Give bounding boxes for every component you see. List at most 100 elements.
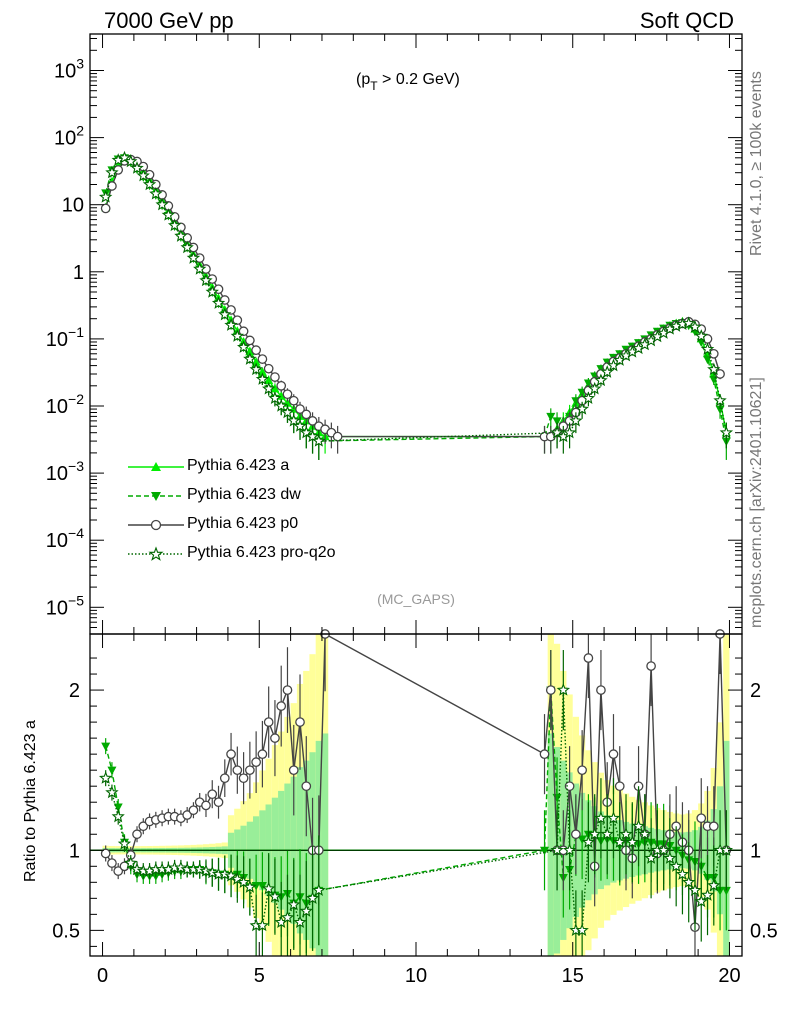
ratio-point bbox=[563, 843, 577, 856]
ratio-point bbox=[268, 889, 282, 903]
data-point bbox=[270, 372, 280, 382]
ratio-point bbox=[614, 781, 625, 792]
data-point bbox=[562, 425, 577, 439]
data-point bbox=[715, 369, 725, 379]
ratio-point bbox=[280, 910, 295, 924]
ratio-point bbox=[243, 880, 257, 893]
ratio-point bbox=[715, 886, 725, 896]
data-point bbox=[312, 434, 326, 447]
ratio-point bbox=[288, 765, 299, 776]
legend-item-dw: Pythia 6.423 dw bbox=[120, 485, 400, 514]
legend-symbol-pro-q2o bbox=[128, 546, 184, 561]
data-point bbox=[700, 342, 715, 355]
ratio-point bbox=[287, 897, 301, 911]
ratio-point bbox=[213, 797, 224, 808]
data-point bbox=[149, 186, 163, 200]
data-point bbox=[251, 357, 261, 366]
x-tick-label: 5 bbox=[254, 965, 265, 987]
legend-symbol-dw bbox=[128, 492, 184, 501]
data-point bbox=[550, 425, 564, 439]
ratio-point bbox=[596, 685, 606, 695]
ratio-point bbox=[301, 781, 312, 792]
ratio-point bbox=[587, 827, 602, 840]
data-point bbox=[261, 381, 276, 395]
data-point bbox=[263, 363, 274, 374]
ratio-point bbox=[564, 781, 575, 792]
ratio-point bbox=[230, 872, 245, 885]
data-point bbox=[161, 208, 176, 221]
ratio-point bbox=[581, 835, 595, 848]
ratio-point bbox=[251, 882, 261, 891]
data-point bbox=[594, 373, 608, 387]
data-point bbox=[274, 398, 288, 412]
legend-label-a: Pythia 6.423 a bbox=[187, 457, 290, 474]
ratio-point bbox=[638, 827, 652, 840]
ratio-point bbox=[207, 789, 218, 800]
ratio-point bbox=[688, 883, 702, 897]
data-point bbox=[245, 335, 255, 346]
x-tick-label: 10 bbox=[405, 965, 427, 987]
ratio-point bbox=[708, 821, 719, 832]
ratio-point bbox=[124, 856, 138, 869]
ratio-point bbox=[575, 923, 589, 937]
ratio-point bbox=[613, 835, 627, 848]
legend-item-a: Pythia 6.423 a bbox=[120, 456, 400, 485]
ratio-point bbox=[257, 882, 267, 891]
ratio-point bbox=[98, 771, 113, 784]
ratio-point bbox=[312, 883, 326, 897]
data-point bbox=[130, 161, 144, 174]
ratio-point bbox=[101, 742, 111, 752]
legend-symbol-p0 bbox=[128, 519, 184, 531]
data-point bbox=[264, 375, 274, 384]
y-tick-label: 10−3 bbox=[46, 458, 84, 485]
ratio-point bbox=[539, 749, 550, 759]
series-line-3 bbox=[105, 157, 727, 442]
ratio-point bbox=[556, 683, 571, 696]
ratio-y-tick-label-right: 1 bbox=[750, 840, 761, 862]
ratio-point bbox=[550, 843, 564, 856]
ratio-band-green bbox=[547, 733, 554, 956]
ratio-point bbox=[700, 888, 715, 901]
data-point bbox=[581, 391, 595, 404]
ratio-point bbox=[625, 835, 639, 848]
data-point bbox=[293, 419, 307, 432]
ratio-point bbox=[594, 811, 608, 824]
data-point bbox=[552, 417, 562, 426]
ratio-point bbox=[201, 800, 211, 811]
legend-item-p0: Pythia 6.423 p0 bbox=[120, 514, 400, 543]
ratio-point bbox=[255, 918, 269, 932]
data-point bbox=[287, 413, 301, 427]
ratio-point bbox=[237, 875, 251, 889]
ratio-point bbox=[583, 653, 594, 663]
ratio-point bbox=[132, 829, 142, 840]
y-tick-label: 10 bbox=[62, 195, 84, 217]
data-point bbox=[280, 405, 295, 419]
ratio-point bbox=[663, 851, 677, 864]
ratio-point bbox=[251, 757, 261, 768]
ratio-point bbox=[263, 717, 274, 727]
x-tick-label: 15 bbox=[562, 965, 584, 987]
y-tick-label: 10−1 bbox=[46, 324, 84, 351]
ratio-point bbox=[631, 819, 646, 832]
ratio-point bbox=[577, 835, 587, 845]
data-point bbox=[226, 305, 236, 315]
header-left: 7000 GeV pp bbox=[104, 8, 234, 33]
data-point bbox=[251, 345, 261, 355]
data-point bbox=[587, 381, 602, 395]
ratio-y-tick-label-right: 0.5 bbox=[750, 920, 778, 942]
data-point bbox=[569, 413, 583, 427]
data-point bbox=[249, 362, 263, 376]
data-point bbox=[682, 316, 696, 330]
ratio-y-tick-label: 1 bbox=[69, 840, 80, 862]
y-tick-label: 10−4 bbox=[46, 525, 84, 552]
ratio-point bbox=[261, 881, 276, 895]
ratio-point bbox=[188, 805, 199, 816]
data-point bbox=[230, 329, 245, 342]
ratio-point bbox=[182, 810, 193, 820]
ratio-point bbox=[545, 685, 556, 695]
ratio-point bbox=[644, 851, 658, 864]
data-point bbox=[694, 329, 708, 342]
ratio-point bbox=[295, 717, 305, 727]
cut-annotation: (pT > 0.2 GeV) bbox=[356, 71, 460, 93]
